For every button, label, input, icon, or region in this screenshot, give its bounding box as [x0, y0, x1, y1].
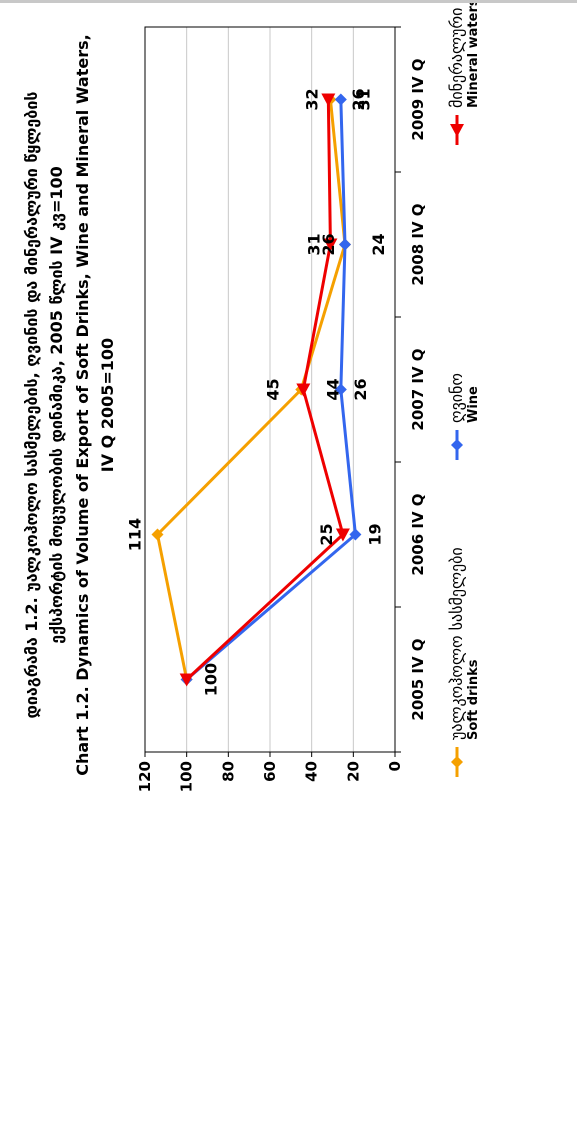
- y-tick-label: 60: [261, 761, 279, 782]
- data-label: 19: [365, 523, 384, 545]
- data-label: 25: [317, 523, 336, 545]
- y-tick-label: 100: [178, 761, 196, 792]
- series-point-3: [179, 673, 194, 687]
- y-tick-label: 40: [303, 761, 321, 782]
- x-tick-label: 2005 IV Q: [409, 638, 427, 720]
- legend-marker-2: [451, 439, 463, 451]
- chart: დიაგრამა 1.2. უალკოჰოლო სასმელების, ღვინ…: [22, 3, 481, 792]
- legend-marker-3: [450, 124, 464, 137]
- chart-title-line: IV Q 2005=100: [98, 338, 117, 472]
- legend-label-en: Mineral waters: [466, 3, 481, 108]
- data-label: 26: [319, 233, 338, 255]
- y-tick-label: 0: [386, 761, 404, 771]
- legend-label-en: Soft drinks: [466, 659, 481, 740]
- data-label: 45: [263, 378, 282, 400]
- data-label: 114: [126, 518, 145, 551]
- series-point-2: [339, 238, 351, 251]
- series-point-3: [335, 528, 350, 542]
- x-tick-label: 2007 IV Q: [409, 348, 427, 430]
- series-point-2: [334, 383, 347, 396]
- legend-label-en: Wine: [466, 386, 481, 423]
- chart-title-line: Chart 1.2. Dynamics of Volume of Export …: [73, 34, 92, 775]
- data-label: 31: [354, 88, 373, 110]
- series-point-3: [321, 93, 336, 107]
- data-label: 32: [302, 88, 321, 110]
- legend-label: უალკოჰოლო სასმელები: [447, 547, 466, 740]
- y-tick-label: 80: [219, 761, 237, 782]
- x-tick-label: 2008 IV Q: [409, 203, 427, 285]
- legend-label: ღვინო: [447, 373, 466, 423]
- data-label: 31: [304, 233, 323, 255]
- data-label: 100: [202, 663, 221, 696]
- series-point-3: [323, 238, 338, 252]
- chart-title-line: დიაგრამა 1.2. უალკოჰოლო სასმელების, ღვინ…: [22, 92, 41, 719]
- y-tick-label: 20: [344, 761, 362, 782]
- data-label: 44: [323, 378, 342, 400]
- series-line-1: [156, 99, 347, 680]
- data-label: 26: [351, 378, 370, 400]
- x-tick-label: 2009 IV Q: [409, 58, 427, 140]
- series-point-2: [334, 93, 347, 106]
- data-label: 26: [349, 88, 368, 110]
- legend-marker-1: [451, 756, 463, 768]
- series-point-1: [151, 528, 164, 541]
- legend-label: მინერალური წყლები: [447, 3, 466, 108]
- series-point-2: [349, 528, 362, 541]
- x-tick-label: 2006 IV Q: [409, 493, 427, 575]
- data-label: 24: [369, 233, 388, 255]
- y-tick-label: 120: [136, 761, 154, 792]
- series-point-3: [296, 383, 311, 397]
- chart-title-line: ექსპორტის მოცულობის დინამიკა, 2005 წლის …: [47, 166, 66, 644]
